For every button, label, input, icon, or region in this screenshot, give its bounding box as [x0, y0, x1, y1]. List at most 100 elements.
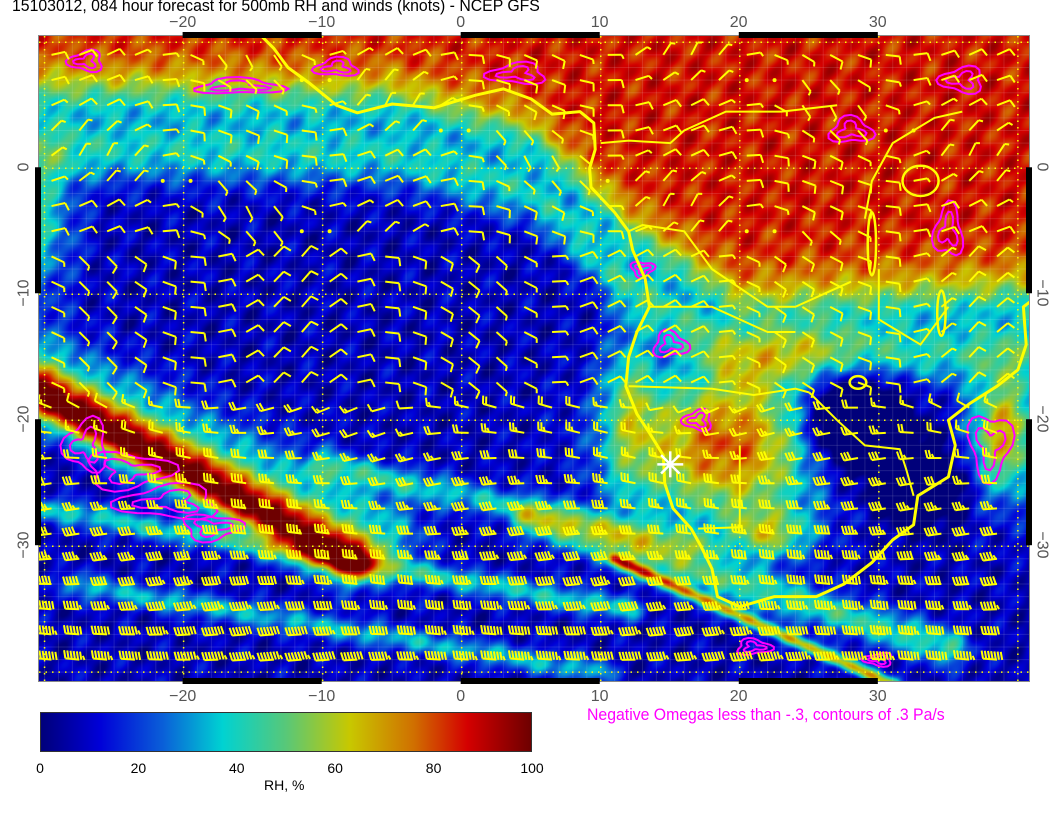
lat-tick-label-left: −20 — [15, 405, 33, 433]
wind-barb — [913, 228, 932, 238]
wind-barb — [396, 651, 420, 661]
wind-barb — [562, 525, 580, 536]
wind-barb — [857, 255, 873, 270]
wind-barb — [61, 475, 80, 486]
wind-barb — [145, 499, 163, 510]
wind-barb — [829, 230, 842, 245]
wind-barb — [106, 255, 118, 274]
wind-barb — [979, 601, 1000, 611]
wind-barb — [424, 599, 444, 611]
wind-barb — [885, 280, 902, 293]
wind-barb — [273, 270, 292, 283]
wind-barb — [563, 473, 580, 485]
wind-barb — [940, 143, 955, 157]
wind-barb — [329, 153, 348, 163]
wind-barb — [645, 651, 670, 662]
wind-barb — [867, 451, 886, 462]
wind-barb — [590, 525, 608, 536]
wind-barb — [857, 280, 873, 295]
wind-barb — [117, 526, 136, 537]
wind-barb — [925, 624, 945, 636]
wind-barb — [496, 53, 511, 67]
wind-barb — [62, 449, 80, 460]
wind-barb — [78, 199, 98, 208]
wind-barb — [301, 104, 318, 114]
wind-barb — [607, 79, 625, 89]
wind-barb — [39, 575, 52, 585]
wind-barb — [468, 230, 486, 241]
wind-barb — [996, 271, 1016, 283]
wind-barb — [869, 574, 889, 585]
wind-barb — [384, 91, 397, 106]
wind-barb — [340, 626, 361, 636]
wind-barb — [422, 501, 441, 512]
wind-barb — [635, 349, 655, 359]
wind-barb — [106, 74, 126, 83]
wind-barb — [93, 392, 108, 409]
wind-barb — [245, 273, 265, 283]
wind-barb — [106, 120, 122, 132]
wind-barb — [895, 501, 914, 512]
wind-barb — [496, 79, 511, 93]
wind-barb — [301, 295, 319, 308]
wind-barb — [968, 142, 980, 157]
wind-barb — [701, 626, 725, 637]
wind-barb — [61, 526, 80, 537]
wind-barb — [134, 306, 148, 323]
wind-barb — [230, 498, 247, 510]
wind-barb — [924, 600, 945, 611]
wind-barb — [146, 473, 163, 485]
wind-barb — [829, 54, 844, 70]
wind-barb — [718, 174, 736, 182]
wind-barb — [357, 302, 376, 312]
wind-barb — [923, 551, 942, 562]
wind-barb — [412, 92, 425, 106]
wind-barb — [785, 500, 803, 510]
wind-barb — [869, 624, 892, 636]
wind-barb — [256, 651, 284, 662]
wind-barb — [479, 575, 500, 586]
wind-barb — [523, 155, 532, 173]
wind-barb — [258, 498, 275, 510]
wind-barb — [506, 500, 525, 511]
wind-barb — [66, 392, 80, 409]
wind-barb — [384, 174, 404, 183]
wind-barb — [746, 203, 764, 209]
wind-barb — [256, 575, 277, 586]
wind-barb — [883, 128, 888, 133]
wind-barb — [801, 230, 813, 246]
wind-barb — [412, 70, 429, 81]
wind-barb — [829, 154, 844, 171]
wind-barb — [968, 119, 984, 132]
wind-barb — [338, 405, 358, 414]
wind-barb — [451, 424, 469, 434]
wind-barb — [313, 574, 333, 585]
wind-barb — [981, 447, 998, 460]
wind-barb — [940, 297, 957, 308]
wind-barb — [466, 128, 471, 133]
wind-barb — [700, 426, 720, 437]
wind-barb — [62, 575, 80, 586]
wind-barb — [78, 48, 98, 58]
wind-barb — [690, 375, 710, 384]
wind-barb — [301, 53, 316, 66]
wind-barb — [507, 650, 534, 661]
lat-tick-label-right: −20 — [1033, 405, 1051, 433]
wind-barb — [774, 53, 789, 65]
wind-barb — [245, 299, 265, 308]
wind-barb — [39, 450, 52, 460]
wind-barb — [841, 625, 865, 636]
wind-barb — [440, 177, 459, 187]
wind-barb — [396, 549, 414, 560]
wind-barb — [592, 446, 608, 459]
wind-barb — [273, 230, 284, 247]
wind-barb — [256, 625, 281, 637]
wind-barb — [478, 501, 497, 512]
wind-barb — [812, 500, 831, 511]
wind-barb — [563, 650, 590, 661]
wind-barb — [369, 548, 386, 560]
wind-barb — [801, 306, 816, 323]
wind-barb — [62, 625, 83, 636]
wind-barb — [385, 331, 402, 342]
wind-barb — [162, 229, 181, 239]
